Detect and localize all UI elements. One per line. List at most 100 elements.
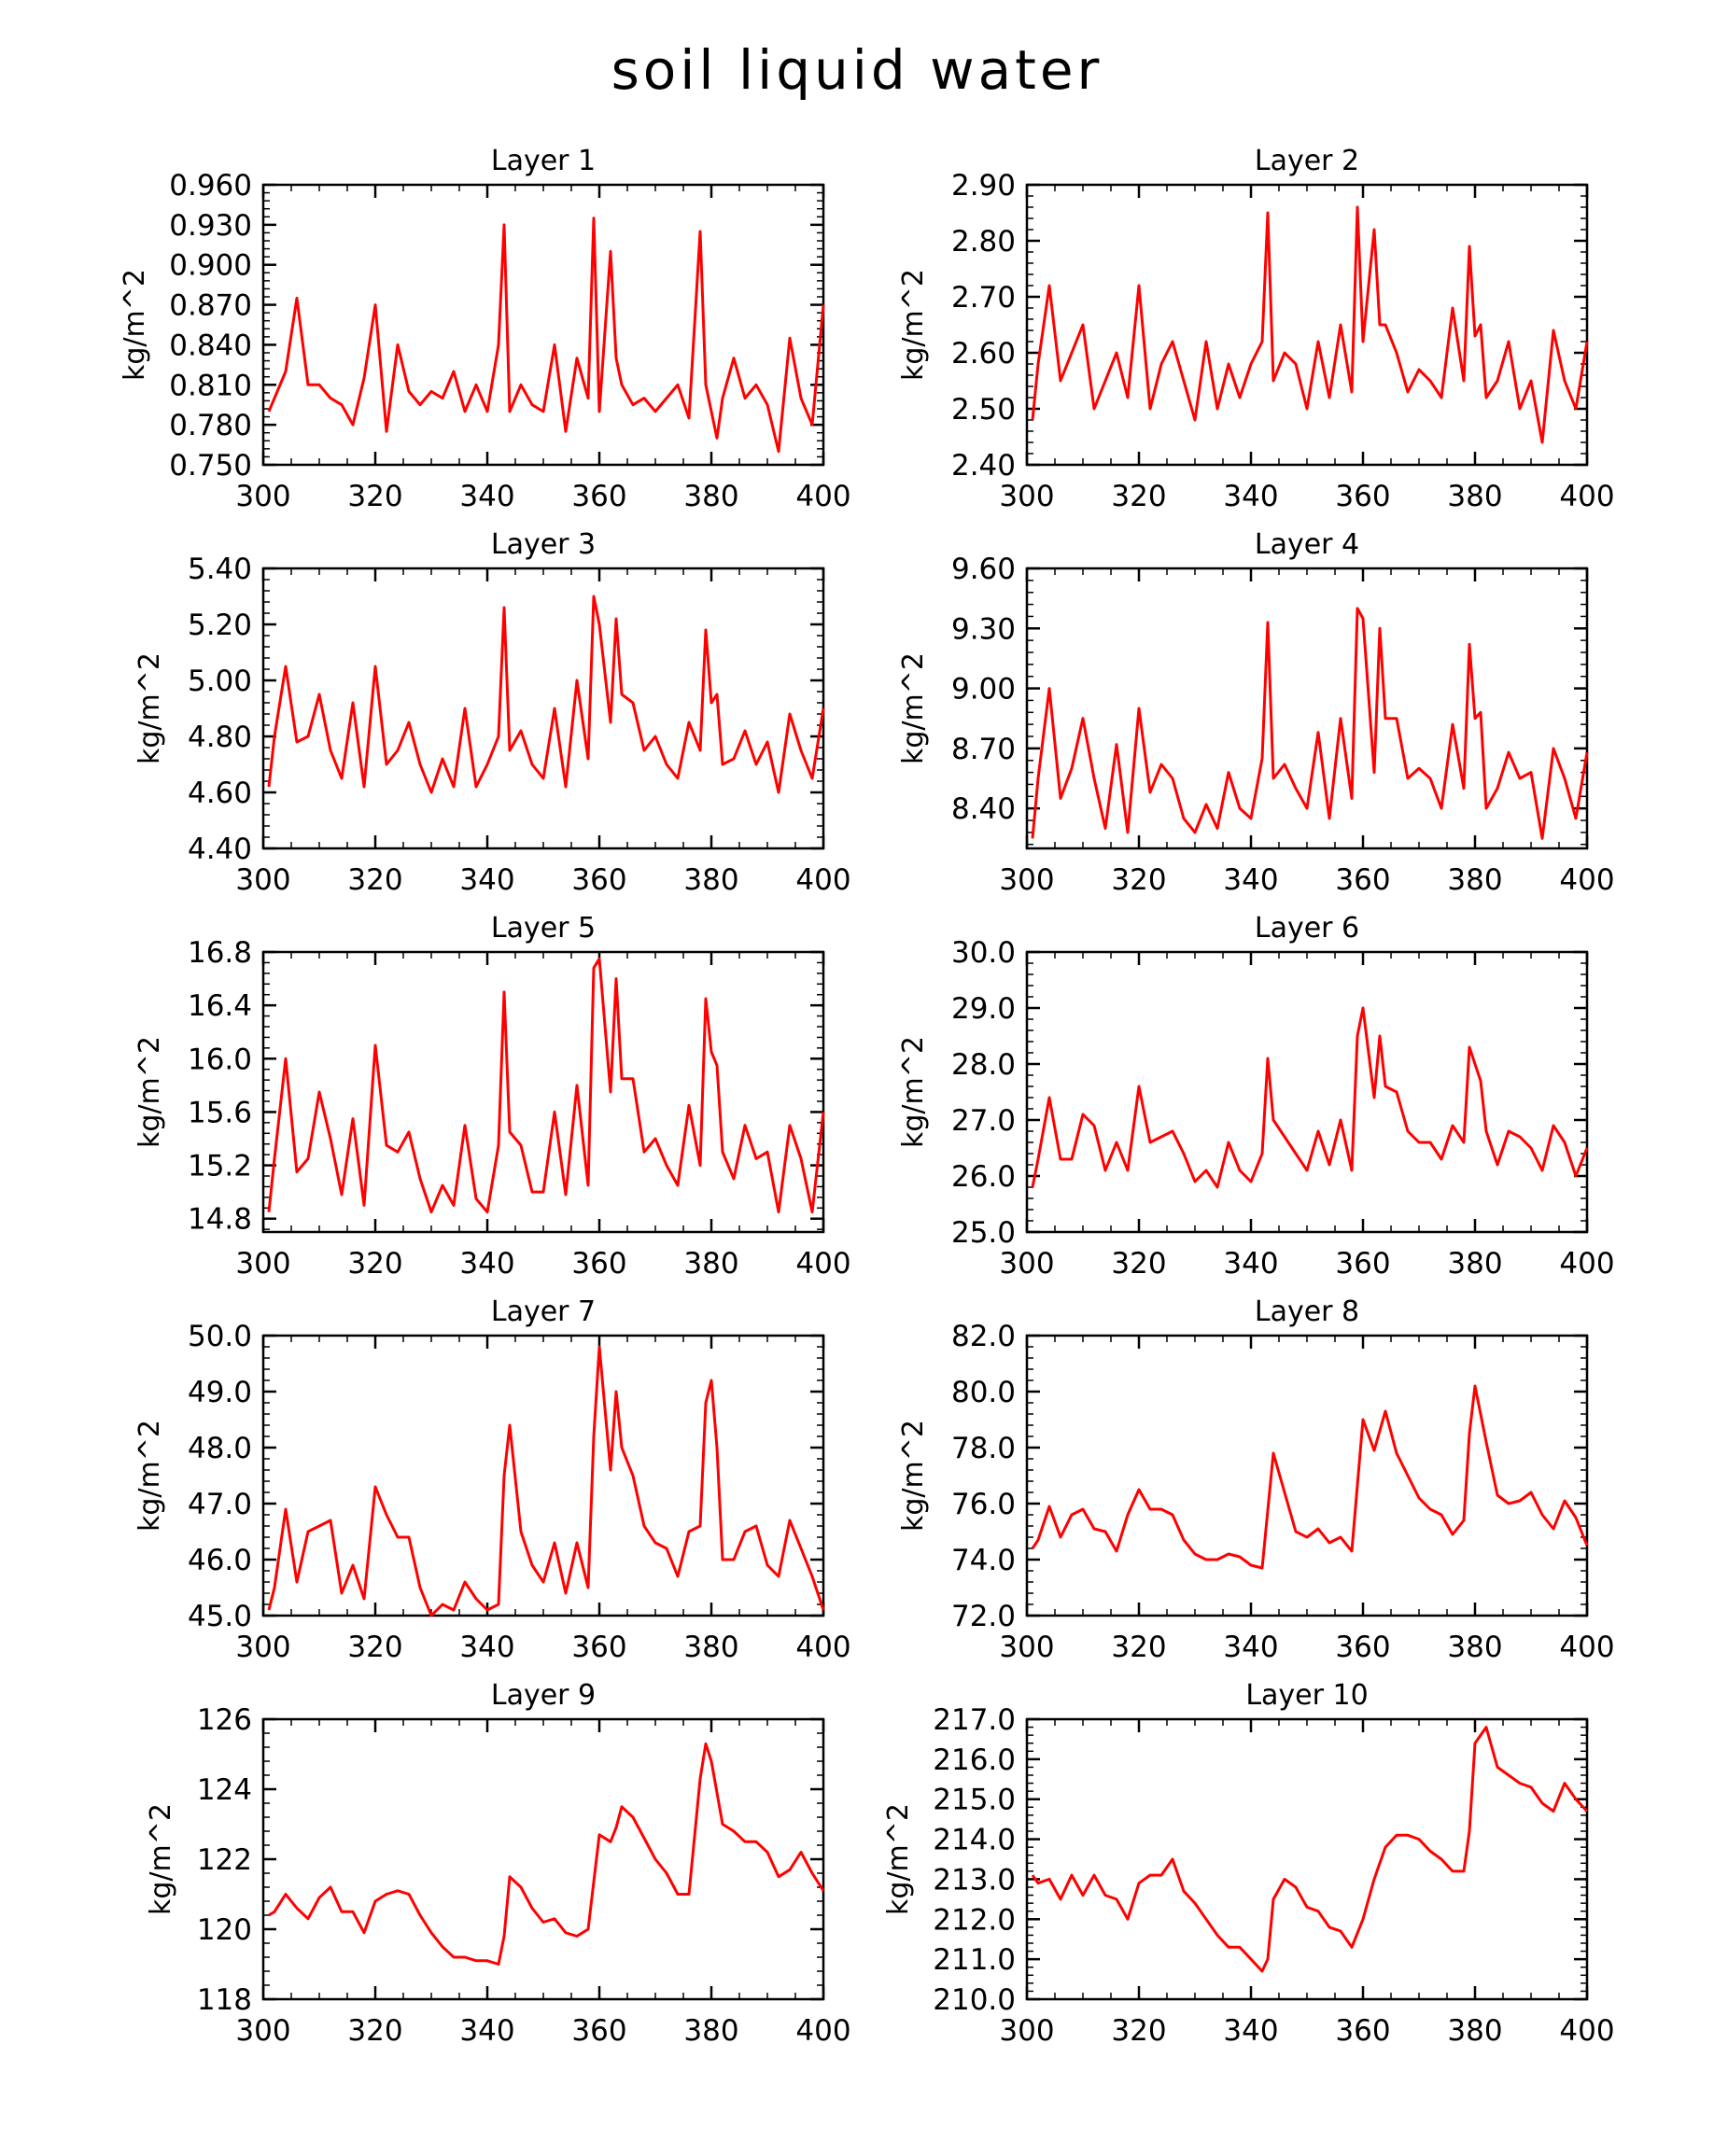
- y-tick-label: 0.780: [169, 409, 252, 442]
- y-tick-label: 8.40: [951, 792, 1016, 826]
- x-tick-label: 320: [347, 1631, 402, 1664]
- y-tick-label: 216.0: [933, 1743, 1016, 1777]
- panel-3: Layer 3 300 320 340 360 380 400 4.40 4.60 4.80 5.0…: [133, 528, 851, 897]
- y-tick-label: 30.0: [951, 936, 1016, 970]
- panel-title: Layer 4: [1255, 528, 1359, 561]
- y-tick-label: 4.40: [188, 833, 252, 866]
- y-tick-label: 27.0: [951, 1104, 1016, 1138]
- series-line: [1031, 1006, 1589, 1189]
- y-tick-label: 0.960: [169, 169, 252, 203]
- y-tick-label: 0.840: [169, 329, 252, 362]
- y-tick-label: 8.70: [951, 733, 1016, 766]
- panel-title: Layer 2: [1255, 145, 1359, 177]
- x-tick-label: 320: [347, 1247, 402, 1281]
- y-tick-label: 49.0: [188, 1376, 252, 1409]
- x-tick-label: 300: [999, 480, 1054, 513]
- y-tick-label: 126: [197, 1703, 252, 1737]
- y-tick-label: 2.60: [951, 337, 1016, 371]
- x-tick-label: 400: [795, 1631, 850, 1664]
- x-tick-label: 300: [235, 863, 290, 897]
- y-tick-label: 2.50: [951, 393, 1016, 427]
- panel-title: Layer 1: [491, 145, 596, 177]
- y-tick-label: 9.30: [951, 612, 1016, 646]
- panel-title: Layer 7: [491, 1295, 596, 1328]
- y-axis-label: kg/m^2: [897, 269, 930, 381]
- plot-frame: [1025, 950, 1589, 1234]
- y-tick-label: 212.0: [933, 1903, 1016, 1937]
- y-axis-label: kg/m^2: [145, 1803, 177, 1915]
- x-tick-label: 360: [1335, 1631, 1390, 1664]
- y-tick-label: 118: [197, 1983, 252, 2017]
- y-tick-label: 5.00: [188, 665, 252, 698]
- y-tick-label: 120: [197, 1913, 252, 1947]
- y-axis-label: kg/m^2: [897, 1420, 930, 1532]
- x-tick-label: 320: [1111, 1247, 1166, 1281]
- plot-frame: [261, 1717, 825, 2001]
- x-tick-label: 340: [459, 2014, 514, 2048]
- y-tick-label: 0.750: [169, 449, 252, 483]
- y-tick-label: 16.4: [188, 989, 252, 1023]
- x-tick-label: 400: [795, 480, 850, 513]
- panel-6: Layer 6 300 320 340 360 380 400 25.0 26.0 27.0 28.…: [897, 912, 1615, 1281]
- x-tick-label: 320: [1111, 2014, 1166, 2048]
- y-tick-label: 2.70: [951, 281, 1016, 315]
- y-tick-label: 76.0: [951, 1488, 1016, 1521]
- plot-frame: [1025, 1334, 1589, 1617]
- panel-4: Layer 4 300 320 340 360 380 400 8.40 8.70 9.00 9.3…: [897, 528, 1615, 897]
- y-axis-label: kg/m^2: [882, 1803, 915, 1915]
- x-tick-label: 300: [235, 1247, 290, 1281]
- panel-10: Layer 10 300 320 340 360 380 400 210.0 211.0 212.…: [882, 1679, 1615, 2048]
- y-tick-label: 46.0: [188, 1544, 252, 1577]
- plot-frame: [261, 183, 825, 467]
- x-tick-label: 300: [999, 863, 1054, 897]
- y-tick-label: 16.8: [188, 936, 252, 970]
- x-tick-label: 340: [459, 1247, 514, 1281]
- y-tick-label: 74.0: [951, 1544, 1016, 1577]
- x-tick-label: 340: [1223, 1247, 1278, 1281]
- x-tick-label: 380: [1447, 863, 1502, 897]
- x-tick-label: 400: [1559, 1631, 1614, 1664]
- x-tick-label: 380: [683, 480, 738, 513]
- panel-title: Layer 3: [491, 528, 596, 561]
- y-tick-label: 72.0: [951, 1600, 1016, 1633]
- y-axis-label: kg/m^2: [897, 652, 930, 764]
- x-tick-label: 320: [1111, 863, 1166, 897]
- y-tick-label: 82.0: [951, 1320, 1016, 1353]
- x-tick-label: 320: [347, 2014, 402, 2048]
- panel-title: Layer 9: [491, 1679, 596, 1712]
- series-line: [267, 217, 825, 454]
- y-tick-label: 25.0: [951, 1216, 1016, 1250]
- x-tick-label: 340: [459, 863, 514, 897]
- series-line: [1031, 1726, 1589, 1973]
- x-tick-label: 380: [1447, 1631, 1502, 1664]
- series-line: [267, 1345, 825, 1617]
- y-tick-label: 15.6: [188, 1096, 252, 1129]
- x-tick-label: 300: [999, 1247, 1054, 1281]
- y-axis-label: kg/m^2: [133, 652, 166, 764]
- y-tick-label: 2.90: [951, 169, 1016, 203]
- plot-frame: [1025, 1717, 1589, 2001]
- y-tick-label: 45.0: [188, 1600, 252, 1633]
- y-tick-label: 124: [197, 1773, 252, 1807]
- x-tick-label: 400: [795, 2014, 850, 2048]
- y-tick-label: 217.0: [933, 1703, 1016, 1737]
- y-tick-label: 122: [197, 1843, 252, 1877]
- x-tick-label: 380: [683, 863, 738, 897]
- panel-8: Layer 8 300 320 340 360 380 400 72.0 74.0 76.0 78.…: [897, 1295, 1615, 1664]
- x-tick-label: 300: [999, 2014, 1054, 2048]
- series-line: [267, 957, 825, 1214]
- y-tick-label: 78.0: [951, 1432, 1016, 1465]
- y-tick-label: 16.0: [188, 1043, 252, 1076]
- x-tick-label: 340: [1223, 2014, 1278, 2048]
- x-tick-label: 400: [1559, 480, 1614, 513]
- x-tick-label: 380: [1447, 2014, 1502, 2048]
- y-tick-label: 215.0: [933, 1784, 1016, 1817]
- x-tick-label: 380: [1447, 480, 1502, 513]
- x-tick-label: 380: [683, 1631, 738, 1664]
- x-tick-label: 400: [1559, 863, 1614, 897]
- x-tick-label: 340: [1223, 1631, 1278, 1664]
- x-tick-label: 360: [571, 1631, 626, 1664]
- y-tick-label: 0.810: [169, 369, 252, 402]
- x-tick-label: 300: [999, 1631, 1054, 1664]
